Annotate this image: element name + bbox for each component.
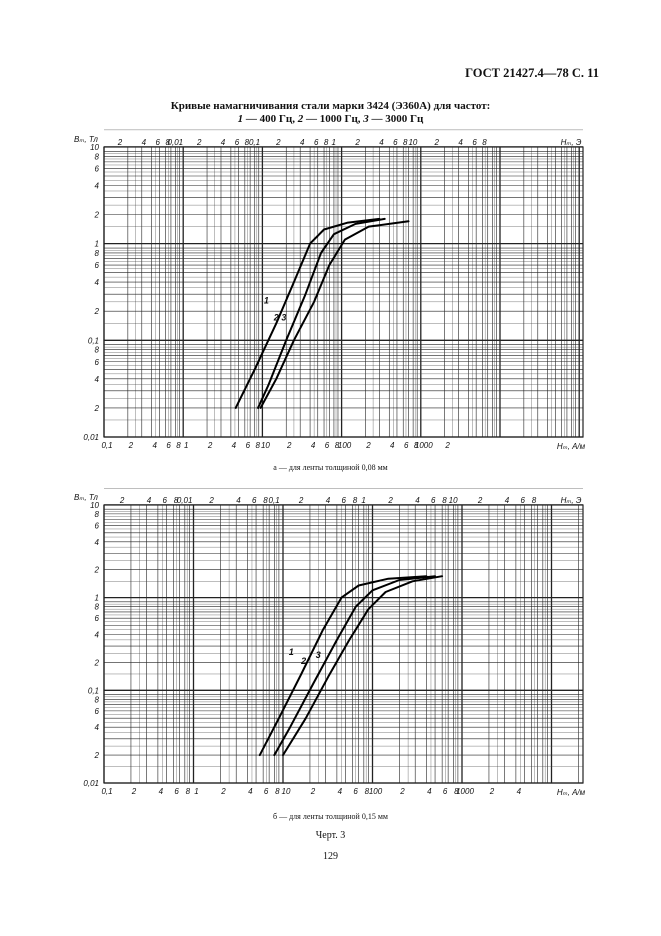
- y-tick-label: 6: [95, 358, 100, 367]
- y-tick-label: 8: [95, 249, 100, 258]
- x-tick-label: 4: [232, 441, 237, 450]
- y-tick-label: 10: [90, 143, 99, 152]
- legend-text-2: — 1000 Гц,: [303, 113, 364, 125]
- top-tick-label: 6: [156, 138, 161, 147]
- x-tick-label: 2: [128, 441, 134, 450]
- curve-label-2: 2: [273, 313, 279, 323]
- top-tick-label: 8: [324, 138, 329, 147]
- x-tick-label: 2: [444, 441, 450, 450]
- y-tick-label: 4: [95, 278, 100, 287]
- y-tick-label: 8: [95, 152, 100, 161]
- top-tick-label: 4: [221, 138, 226, 147]
- y-tick-label: 4: [95, 181, 100, 190]
- document-header: ГОСТ 21427.4—78 С. 11: [465, 66, 599, 80]
- x-tick-label: 6: [404, 441, 409, 450]
- curve-1: [234, 217, 381, 409]
- top-tick-label: 4: [379, 138, 384, 147]
- page-number: 129: [323, 851, 338, 862]
- legend-key-3: 3: [363, 113, 369, 125]
- top-tick-label: 10: [408, 138, 417, 147]
- x-tick-label: 8: [414, 441, 419, 450]
- x-axis-label: Hₘ, А/м: [557, 442, 586, 451]
- top-tick-label: 6: [314, 138, 319, 147]
- top-tick-label: 6: [472, 138, 477, 147]
- curve-2: [257, 217, 386, 409]
- top-tick-label: 8: [165, 138, 170, 147]
- top-tick-label: 2: [196, 138, 202, 147]
- figure-subtitle: 1 — 400 Гц, 2 — 1000 Гц, 3 — 3000 Гц: [0, 113, 661, 125]
- curve-3: [259, 220, 410, 409]
- x-tick-label: 10: [261, 441, 270, 450]
- y-tick-label: 2: [94, 404, 100, 413]
- x-tick-label: 8: [176, 441, 181, 450]
- y-tick-label: 8: [95, 346, 100, 355]
- x-tick-label: 2: [286, 441, 292, 450]
- y-axis-label: Bₘ, Тл: [74, 135, 98, 144]
- caption-b: б — для ленты толщиной 0,15 мм: [273, 812, 388, 821]
- top-tick-label: 2: [275, 138, 281, 147]
- top-tick-label: 1: [332, 138, 336, 147]
- legend-text-3: — 3000 Гц: [368, 113, 424, 125]
- x-tick-label: 4: [311, 441, 316, 450]
- curve-label-3: 3: [281, 313, 286, 323]
- y-tick-label: 0,1: [88, 336, 99, 345]
- figure-label: Черт. 3: [315, 830, 346, 841]
- top-tick-label: 8: [482, 138, 487, 147]
- top-tick-label: 2: [354, 138, 360, 147]
- y-tick-label: 0,01: [83, 433, 99, 442]
- top-tick-label: 2: [434, 138, 440, 147]
- x-tick-label: 6: [246, 441, 251, 450]
- x-tick-label: 4: [152, 441, 157, 450]
- top-tick-label: 6: [393, 138, 398, 147]
- x-tick-label: 2: [365, 441, 371, 450]
- plot-frame: [103, 146, 584, 438]
- x-tick-label: 4: [390, 441, 395, 450]
- x-tick-label: 1: [184, 441, 188, 450]
- y-tick-label: 6: [95, 164, 100, 173]
- top-tick-label: 4: [300, 138, 305, 147]
- top-axis-label: Hₘ, Э: [561, 138, 582, 147]
- x-tick-label: 6: [166, 441, 171, 450]
- caption-a: а — для ленты толщиной 0,08 мм: [273, 463, 388, 472]
- x-tick-label: 6: [325, 441, 330, 450]
- legend-text-1: — 400 Гц,: [243, 113, 298, 125]
- y-tick-label: 2: [94, 307, 100, 316]
- top-tick-label: 8: [245, 138, 250, 147]
- y-tick-label: 6: [95, 261, 100, 270]
- top-tick-label: 2: [117, 138, 123, 147]
- legend-key-1: 1: [237, 113, 244, 125]
- top-tick-label: 4: [458, 138, 463, 147]
- x-tick-label: 0,1: [101, 441, 112, 450]
- top-tick-label: 8: [403, 138, 408, 147]
- x-tick-label: 8: [335, 441, 340, 450]
- top-tick-label: 0,1: [249, 138, 260, 147]
- x-tick-label: 1000: [415, 441, 433, 450]
- x-tick-label: 8: [255, 441, 260, 450]
- legend-key-2: 2: [297, 113, 304, 125]
- top-tick-label: 4: [142, 138, 147, 147]
- y-tick-label: 1: [95, 240, 99, 249]
- top-tick-label: 0,01: [168, 138, 184, 147]
- figure-title: Кривые намагничивания стали марки 3424 (…: [170, 100, 491, 112]
- y-tick-label: 4: [95, 375, 100, 384]
- curve-label-1: 1: [264, 296, 269, 306]
- x-tick-label: 100: [338, 441, 352, 450]
- top-tick-label: 6: [235, 138, 240, 147]
- x-tick-label: 2: [207, 441, 213, 450]
- y-tick-label: 2: [94, 210, 100, 219]
